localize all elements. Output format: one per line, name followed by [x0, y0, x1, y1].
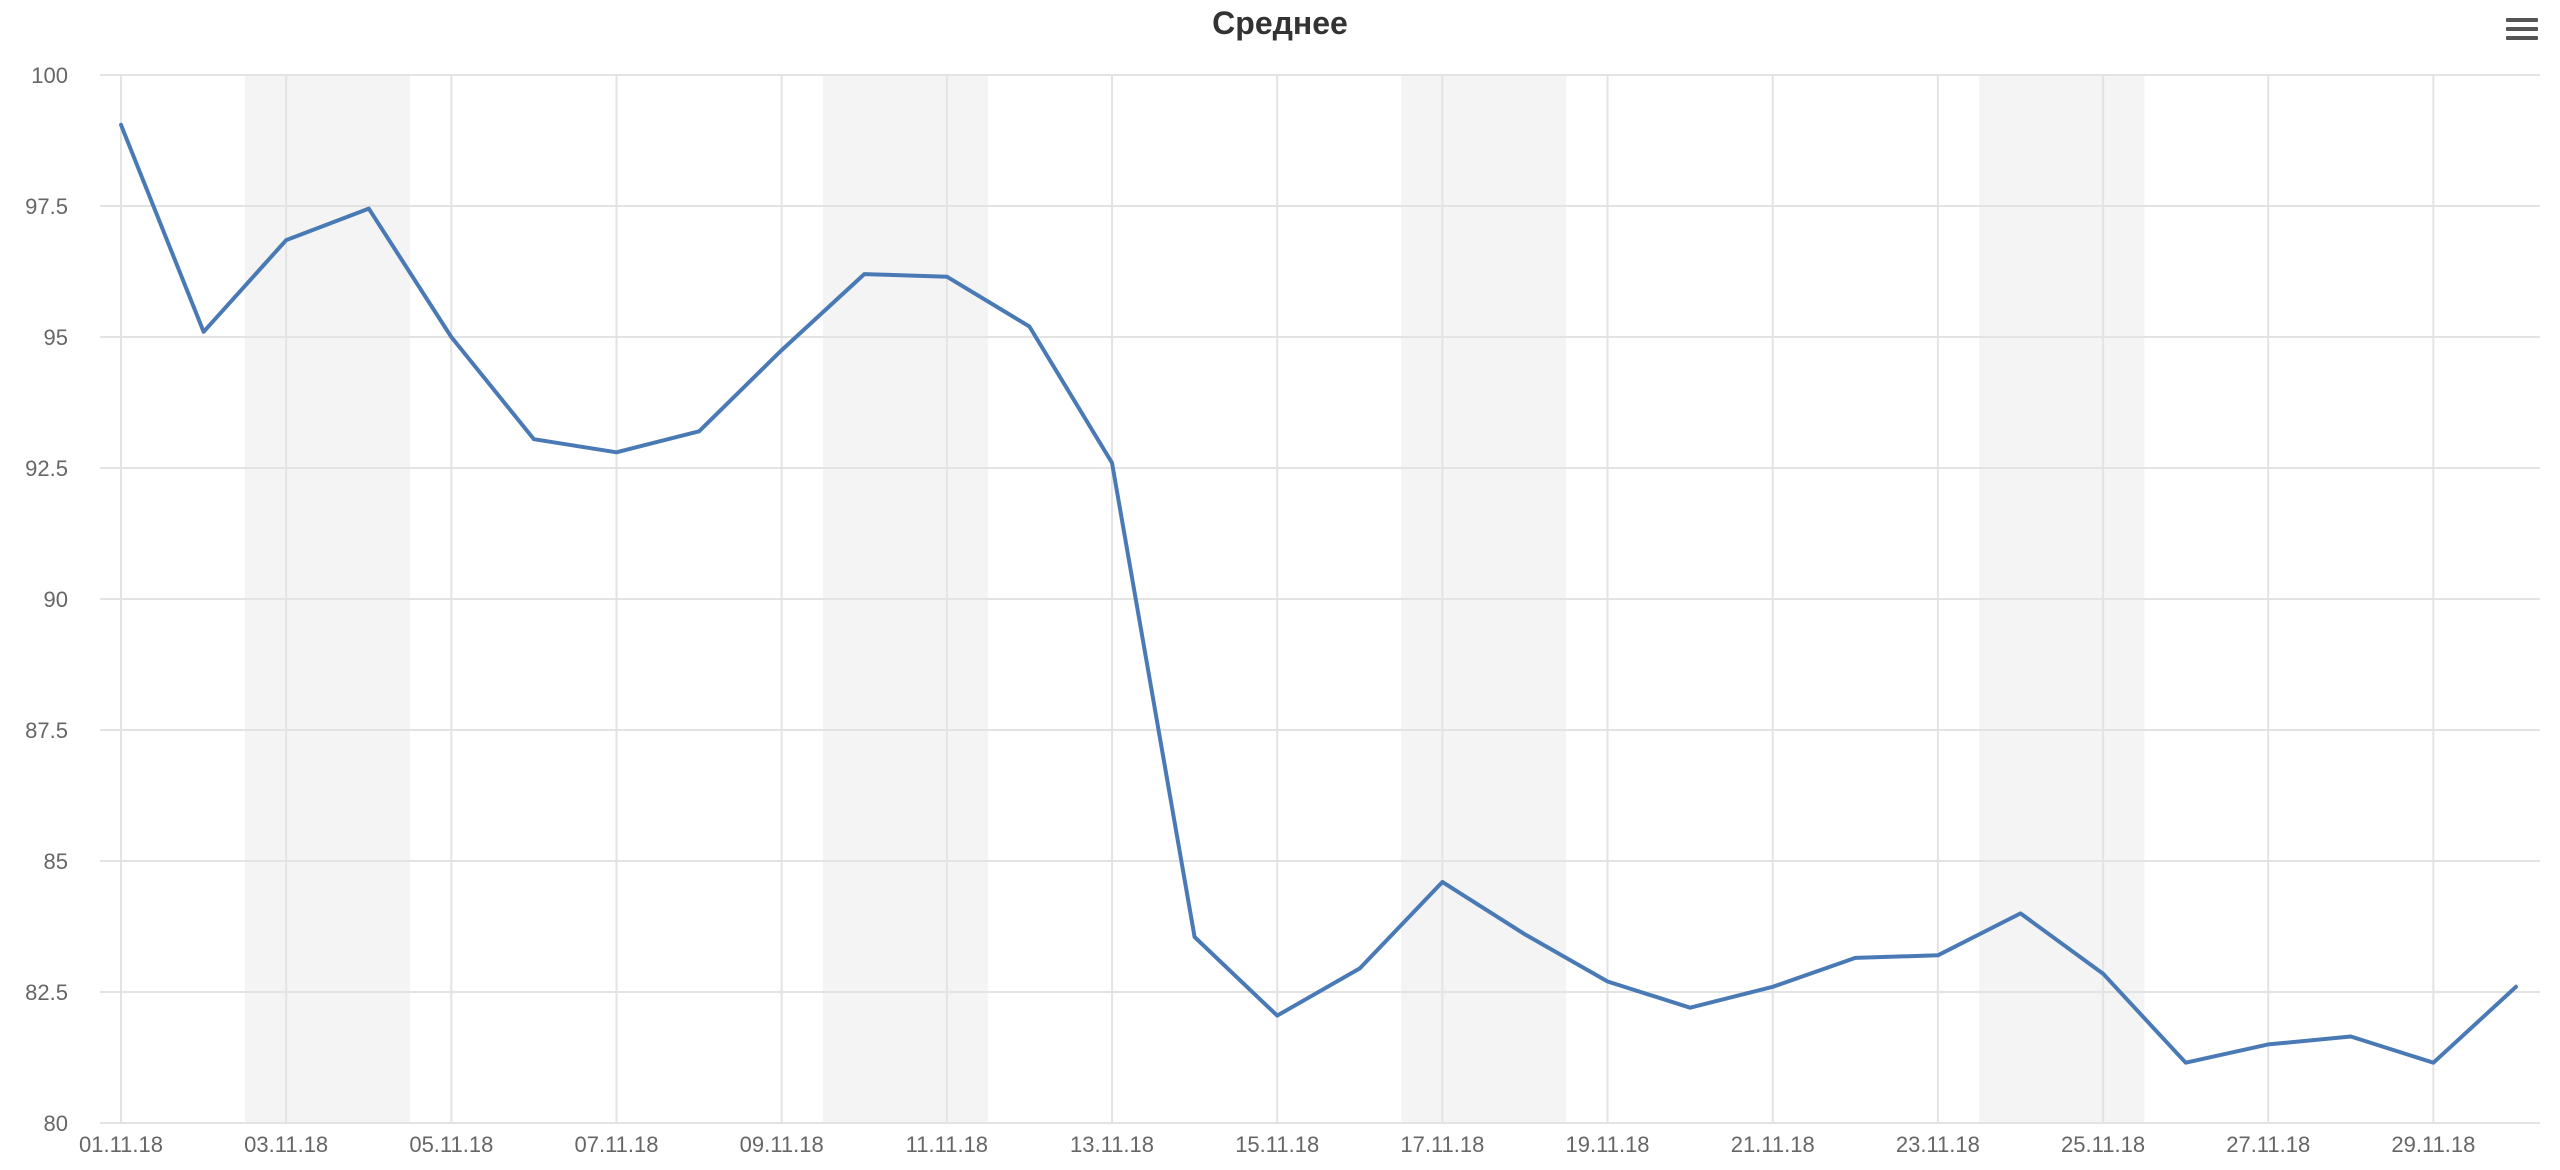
x-tick-label: 03.11.18: [244, 1132, 328, 1157]
chart-title: Среднее: [1212, 5, 1348, 41]
y-tick-label: 92.5: [25, 456, 68, 481]
y-tick-label: 95: [44, 325, 68, 350]
y-axis-ticks: 80 82.5 85 87.5 90 92.5 95 97.5 100: [25, 63, 68, 1136]
x-tick-label: 23.11.18: [1896, 1132, 1980, 1157]
x-tick-label: 05.11.18: [409, 1132, 493, 1157]
y-tick-label: 100: [31, 63, 68, 88]
x-tick-label: 27.11.18: [2226, 1132, 2310, 1157]
x-tick-label: 07.11.18: [575, 1132, 659, 1157]
y-tick-label: 97.5: [25, 194, 68, 219]
y-tick-label: 80: [44, 1111, 68, 1136]
x-tick-label: 25.11.18: [2061, 1132, 2145, 1157]
y-tick-label: 82.5: [25, 980, 68, 1005]
y-tick-label: 90: [44, 587, 68, 612]
x-tick-label: 15.11.18: [1235, 1132, 1319, 1157]
x-tick-label: 29.11.18: [2391, 1132, 2475, 1157]
x-tick-label: 21.11.18: [1731, 1132, 1815, 1157]
grid-lines: [100, 74, 2540, 1124]
y-tick-label: 85: [44, 849, 68, 874]
series-layer: [119, 122, 2518, 1065]
x-tick-label: 09.11.18: [740, 1132, 824, 1157]
y-tick-label: 87.5: [25, 718, 68, 743]
series-line: [119, 122, 2518, 1065]
hamburger-menu-icon[interactable]: [2500, 10, 2544, 46]
x-axis-ticks: 01.11.18 03.11.18 05.11.18 07.11.18 09.11.18…: [79, 1132, 2475, 1157]
x-tick-label: 17.11.18: [1400, 1132, 1484, 1157]
x-tick-label: 01.11.18: [79, 1132, 163, 1157]
x-tick-label: 19.11.18: [1566, 1132, 1650, 1157]
x-tick-label: 11.11.18: [906, 1132, 988, 1157]
x-tick-label: 13.11.18: [1070, 1132, 1154, 1157]
